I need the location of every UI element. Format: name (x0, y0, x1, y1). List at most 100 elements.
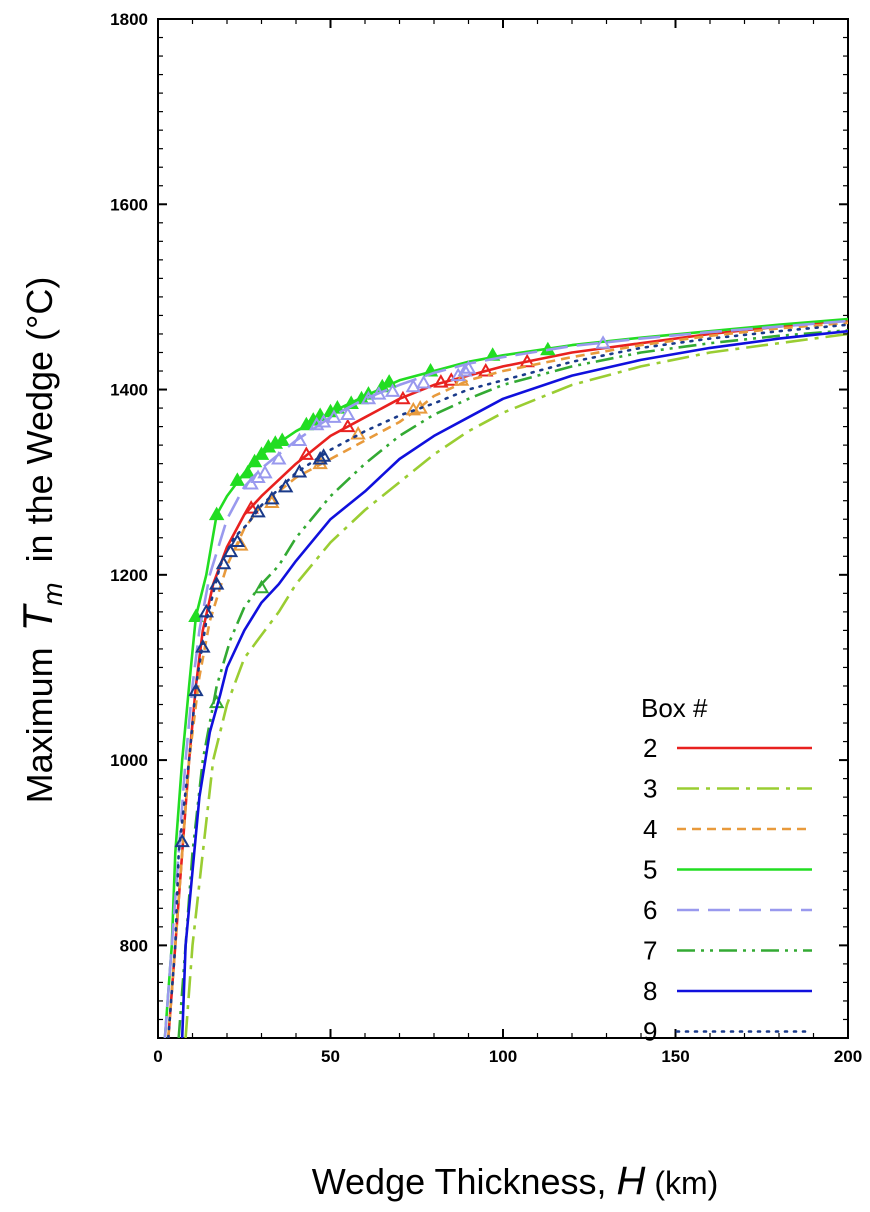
marker-7 (253, 579, 270, 594)
marker-2 (340, 418, 356, 433)
marker-6 (291, 432, 308, 446)
marker-4 (350, 425, 366, 440)
series-line-8 (180, 329, 848, 1038)
y-axis-title-prefix: Maximum (19, 637, 60, 803)
marker-2 (433, 374, 449, 388)
x-tick-label: 150 (661, 1047, 689, 1066)
marker-5 (188, 608, 204, 623)
marker-9 (222, 543, 239, 558)
marker-6 (457, 363, 473, 377)
series-line-6 (163, 319, 848, 1038)
marker-9 (195, 639, 211, 653)
marker-9 (215, 555, 232, 570)
marker-2 (395, 390, 411, 405)
marker-9 (315, 448, 332, 462)
series-line-9 (167, 323, 848, 1038)
marker-6 (243, 476, 259, 490)
series-3 (184, 332, 848, 1038)
marker-5 (208, 506, 225, 521)
series-layer (163, 317, 848, 1038)
legend-label-3: 3 (643, 774, 657, 804)
series-2 (167, 318, 848, 1038)
marker-9 (198, 603, 215, 618)
series-line-4 (167, 321, 848, 1038)
marker-5 (229, 472, 246, 486)
marker-4 (264, 494, 280, 509)
y-axis-title-var: T (14, 602, 61, 631)
marker-4 (233, 537, 249, 551)
plot-area (157, 18, 849, 1039)
marker-5 (329, 400, 346, 414)
marker-9 (174, 833, 190, 848)
series-9 (167, 323, 848, 1038)
marker-9 (264, 490, 280, 505)
axis-ticks (157, 18, 849, 1039)
marker-9 (250, 503, 266, 518)
marker-5 (246, 453, 263, 468)
x-tick-labels: 0 50 100 150 200 (153, 1047, 862, 1066)
legend-label-4: 4 (643, 814, 657, 844)
legend-label-8: 8 (643, 976, 657, 1006)
series-line-2 (167, 318, 848, 1038)
marker-6 (371, 386, 387, 400)
x-tick-label: 200 (834, 1047, 862, 1066)
x-tick-label: 100 (489, 1047, 517, 1066)
marker-9 (208, 576, 225, 590)
marker-9 (188, 682, 204, 697)
x-tick-label: 50 (321, 1047, 340, 1066)
marker-5 (274, 432, 290, 446)
x-axis-title: Wedge Thickness, H (km) (312, 1159, 719, 1203)
marker-6 (415, 375, 432, 389)
marker-6 (326, 409, 342, 423)
marker-5 (253, 446, 270, 460)
series-line-7 (177, 329, 848, 1038)
legend-title: Box # (641, 693, 708, 723)
legend-label-5: 5 (643, 855, 657, 885)
legend: Box # 2 3 4 5 6 7 8 9 (641, 693, 814, 1047)
x-axis-title-suffix: (km) (645, 1165, 718, 1201)
y-tick-label: 1800 (110, 10, 148, 29)
legend-label-7: 7 (643, 936, 657, 966)
legend-label-9: 9 (643, 1017, 657, 1047)
marker-6 (460, 360, 477, 374)
marker-6 (595, 335, 611, 349)
marker-6 (360, 390, 377, 405)
y-axis-title-sub: m (37, 582, 68, 605)
y-tick-label: 1000 (110, 751, 148, 770)
y-tick-label: 1200 (110, 566, 148, 585)
marker-6 (384, 383, 401, 397)
y-axis-title-suffix: in the Wedge (°C) (19, 277, 60, 573)
x-tick-label: 0 (153, 1047, 162, 1066)
series-5 (163, 317, 848, 1038)
marker-9 (312, 451, 328, 465)
x-axis-title-var: H (617, 1159, 646, 1203)
y-tick-label: 800 (120, 936, 148, 955)
y-tick-label: 1400 (110, 381, 148, 400)
marker-6 (315, 413, 332, 428)
y-tick-label: 1600 (110, 195, 148, 214)
marker-2 (298, 446, 315, 460)
marker-6 (271, 451, 287, 465)
series-4 (167, 321, 848, 1038)
y-tick-labels: 800 1000 1200 1400 1600 1800 (110, 10, 148, 955)
marker-2 (478, 363, 494, 377)
series-line-5 (163, 317, 848, 1038)
legend-label-6: 6 (643, 895, 657, 925)
marker-6 (405, 378, 422, 393)
marker-9 (277, 478, 294, 493)
marker-5 (239, 464, 256, 479)
series-line-3 (184, 332, 848, 1038)
marker-9 (291, 463, 308, 478)
series-6 (163, 319, 848, 1038)
marker-9 (229, 533, 246, 547)
plot-frame (157, 18, 849, 1039)
x-axis-title-prefix: Wedge Thickness, (312, 1161, 617, 1202)
y-axis-title: Maximum Tm in the Wedge (°C) (14, 277, 68, 804)
marker-5 (381, 374, 397, 388)
legend-label-2: 2 (643, 733, 657, 763)
series-8 (180, 329, 848, 1038)
marker-6 (340, 406, 356, 421)
marker-6 (257, 464, 273, 479)
series-7 (177, 329, 848, 1038)
